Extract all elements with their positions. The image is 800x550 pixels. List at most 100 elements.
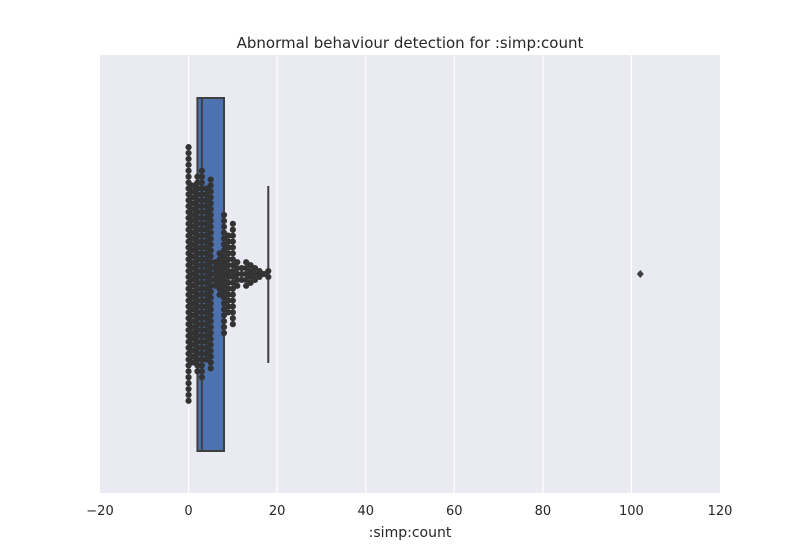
swarm-point: [203, 321, 210, 328]
swarm-point: [229, 309, 236, 316]
chart-title: Abnormal behaviour detection for :simp:c…: [237, 34, 584, 52]
swarm-point: [243, 276, 250, 283]
swarm-point: [198, 232, 205, 239]
swarm-point: [185, 149, 192, 157]
swarm-point: [238, 276, 245, 283]
swarm-point: [225, 238, 232, 245]
swarm-point: [203, 279, 210, 286]
swarm-point: [185, 155, 192, 163]
swarm-point: [207, 200, 214, 207]
swarm-point: [234, 276, 241, 283]
swarm-point: [220, 329, 228, 337]
swarm-point: [207, 353, 214, 360]
swarm-point: [198, 167, 205, 174]
swarm-point: [216, 256, 223, 263]
swarm-point: [203, 315, 210, 322]
swarm-point: [229, 244, 236, 251]
swarm-point: [260, 270, 267, 278]
swarm-point: [207, 347, 214, 354]
swarm-point: [194, 262, 201, 269]
swarm-point: [207, 294, 214, 301]
swarm-point: [194, 214, 201, 222]
swarm-point: [198, 173, 205, 180]
swarm-point: [220, 241, 228, 248]
swarm-point: [194, 362, 201, 369]
swarm-point: [185, 368, 192, 375]
swarm-point: [207, 223, 214, 230]
swarm-point: [207, 206, 214, 213]
x-tick-label: 40: [357, 504, 374, 519]
swarm-point: [229, 273, 236, 281]
swarm-point: [207, 270, 214, 278]
swarm-point: [203, 356, 210, 363]
swarm-point: [203, 344, 210, 351]
swarm-point: [207, 235, 214, 242]
swarm-point: [207, 359, 214, 366]
swarm-point: [207, 288, 214, 295]
swarm-point: [194, 321, 201, 328]
swarm-point: [194, 350, 201, 357]
swarm-point: [203, 350, 210, 357]
swarm-point: [207, 176, 214, 183]
swarm-point: [203, 326, 210, 334]
swarm-point: [220, 229, 228, 236]
swarm-point: [194, 191, 201, 198]
swarm-point: [212, 282, 219, 289]
swarm-point: [198, 309, 205, 316]
swarm-point: [265, 273, 272, 281]
x-axis-label: :simp:count: [369, 525, 452, 541]
swarm-point: [225, 285, 232, 292]
swarm-point: [220, 294, 228, 301]
swarm-point: [229, 226, 236, 233]
swarm-point: [203, 338, 210, 345]
swarm-point: [229, 291, 236, 298]
swarm-point: [216, 291, 223, 298]
swarm-point: [194, 297, 201, 304]
swarm-point: [243, 270, 250, 278]
swarm-point: [229, 250, 236, 257]
swarm-point: [212, 270, 219, 278]
swarm-point: [207, 229, 214, 236]
swarm-point: [198, 256, 205, 263]
swarm-point: [203, 226, 210, 233]
swarm-point: [194, 173, 201, 180]
swarm-point: [216, 273, 223, 281]
swarm-point: [207, 188, 214, 195]
swarm-point: [220, 306, 228, 313]
swarm-point: [265, 267, 272, 275]
swarm-point: [225, 244, 232, 251]
swarm-point: [198, 262, 205, 269]
swarm-point: [198, 362, 205, 369]
swarm-point: [194, 279, 201, 286]
swarm-point: [194, 332, 201, 340]
swarm-point: [194, 179, 201, 186]
swarm-point: [225, 297, 232, 304]
swarm-point: [203, 285, 210, 292]
swarm-point: [198, 220, 205, 227]
swarm-point: [243, 265, 250, 272]
swarm-point: [207, 253, 214, 260]
swarm-point: [225, 303, 232, 310]
swarm-point: [198, 315, 205, 322]
swarm-point: [212, 265, 219, 272]
swarm-point: [198, 297, 205, 304]
swarm-point: [198, 267, 205, 275]
swarm-point: [225, 256, 232, 263]
swarm-point: [220, 235, 228, 242]
swarm-point: [185, 391, 192, 399]
swarm-point: [194, 256, 201, 263]
swarm-point: [194, 303, 201, 310]
swarm-point: [207, 300, 214, 307]
swarm-point: [225, 250, 232, 257]
swarm-point: [243, 282, 250, 289]
swarm-point: [203, 262, 210, 269]
swarm-point: [229, 285, 236, 292]
swarm-point: [198, 303, 205, 310]
swarm-point: [225, 291, 232, 298]
swarm-point: [207, 259, 214, 266]
swarm-point: [238, 270, 245, 278]
swarm-point: [203, 208, 210, 216]
swarm-point: [207, 312, 214, 319]
swarm-point: [234, 270, 241, 278]
swarm-point: [198, 244, 205, 251]
